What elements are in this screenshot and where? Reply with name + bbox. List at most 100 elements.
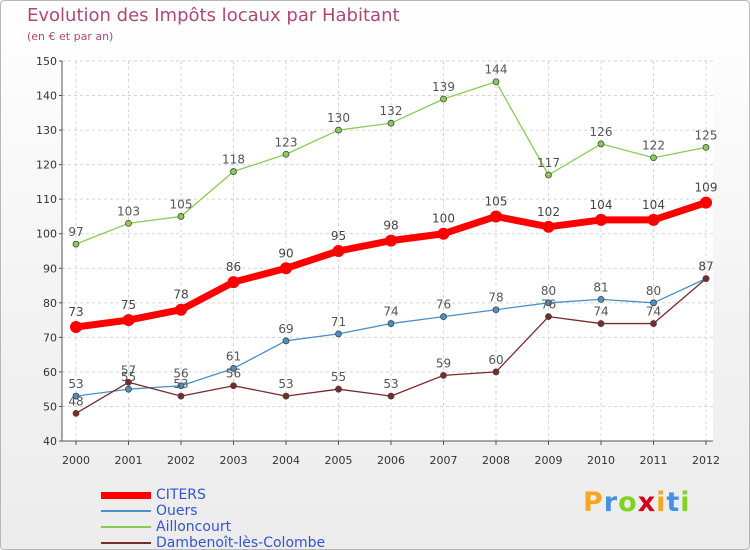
proxiti-logo: Proxiti: [583, 487, 691, 518]
legend-swatch: [101, 491, 151, 499]
data-point: [335, 385, 342, 393]
y-tick-label: 120: [36, 159, 57, 172]
data-point: [492, 368, 500, 376]
data-label: 73: [68, 305, 83, 319]
data-label: 87: [698, 260, 713, 274]
data-point: [70, 321, 82, 333]
data-label: 105: [485, 194, 508, 208]
data-point: [175, 303, 187, 316]
data-label: 56: [226, 367, 241, 381]
data-point: [335, 330, 342, 338]
data-label: 71: [331, 315, 346, 329]
data-point: [595, 213, 607, 226]
legend-item: Dambenoît-lès-Colombe: [101, 535, 326, 550]
data-point: [282, 150, 290, 158]
x-tick-label: 2002: [167, 454, 195, 467]
x-tick-label: 2000: [62, 454, 90, 467]
x-tick-label: 2005: [325, 454, 353, 467]
data-label: 98: [383, 219, 398, 233]
legend-label: Dambenoît-lès-Colombe: [156, 535, 326, 550]
data-point: [125, 385, 132, 393]
data-label: 69: [278, 322, 293, 336]
y-tick-label: 110: [36, 193, 57, 206]
data-point: [545, 299, 552, 307]
legend-label: Ailloncourt: [156, 519, 232, 535]
chart-title: Evolution des Impôts locaux par Habitant: [27, 5, 400, 26]
y-tick-label: 150: [36, 55, 57, 68]
legend-label: Ouers: [156, 503, 198, 519]
data-point: [177, 392, 185, 400]
data-point: [597, 320, 605, 327]
data-label: 122: [642, 139, 665, 153]
data-point: [437, 227, 450, 240]
data-label: 86: [226, 260, 241, 274]
data-label: 132: [380, 104, 403, 118]
data-label: 76: [436, 298, 451, 312]
logo-letter: i: [656, 487, 667, 518]
data-point: [545, 171, 552, 179]
logo-letter: x: [637, 487, 657, 518]
data-point: [72, 392, 80, 400]
data-label: 139: [432, 80, 455, 94]
data-label: 123: [275, 135, 298, 149]
data-label: 76: [541, 298, 556, 312]
legend-item: Ailloncourt: [101, 519, 325, 535]
data-point: [545, 313, 552, 321]
data-point: [177, 382, 185, 390]
data-point: [650, 154, 657, 162]
logo-letter: P: [583, 487, 604, 518]
legend-swatch: [101, 510, 151, 512]
x-tick-label: 2012: [692, 454, 720, 467]
data-label: 90: [278, 246, 293, 260]
data-label: 78: [488, 291, 503, 305]
logo-letter: t: [666, 487, 681, 518]
data-point: [72, 409, 80, 417]
data-label: 118: [222, 153, 245, 167]
data-label: 104: [642, 198, 665, 212]
legend-item: Ouers: [101, 503, 325, 519]
data-point: [230, 365, 237, 372]
y-tick-label: 130: [36, 124, 57, 137]
data-label: 59: [436, 356, 451, 370]
data-point: [650, 299, 657, 307]
data-point: [230, 382, 237, 390]
data-point: [597, 295, 605, 303]
data-point: [230, 168, 237, 175]
data-point: [385, 234, 397, 247]
data-label: 56: [173, 367, 188, 381]
data-point: [72, 240, 80, 248]
y-tick-label: 140: [36, 90, 57, 103]
legend-label: CITERS: [156, 487, 206, 503]
y-tick-label: 40: [43, 435, 57, 448]
data-label: 102: [537, 205, 560, 219]
data-label: 78: [173, 288, 188, 302]
data-point: [387, 119, 395, 127]
data-label: 130: [327, 111, 350, 125]
y-tick-label: 60: [43, 366, 57, 379]
data-point: [282, 392, 290, 400]
logo-letter: r: [603, 487, 619, 518]
data-point: [700, 196, 712, 209]
data-point: [387, 392, 395, 400]
data-label: 74: [593, 305, 608, 319]
legend-swatch: [101, 526, 151, 528]
data-point: [332, 245, 345, 257]
data-point: [492, 306, 500, 314]
logo-letter: o: [618, 487, 638, 518]
x-tick-label: 2001: [115, 454, 143, 467]
data-label: 74: [383, 305, 398, 319]
legend-swatch: [101, 542, 151, 544]
data-point: [335, 126, 342, 134]
data-point: [597, 140, 605, 148]
y-tick-label: 70: [43, 331, 57, 344]
data-point: [387, 320, 395, 327]
data-label: 109: [695, 181, 718, 195]
data-point: [702, 275, 710, 283]
data-point: [702, 143, 710, 151]
data-label: 80: [541, 284, 556, 298]
data-label: 100: [432, 212, 455, 226]
y-tick-label: 80: [43, 297, 57, 310]
x-tick-label: 2006: [377, 454, 405, 467]
